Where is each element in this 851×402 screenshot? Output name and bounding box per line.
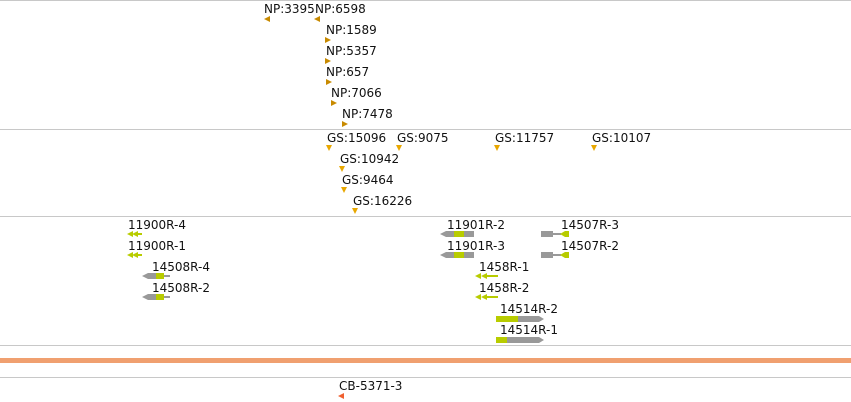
feature-arrow-icon[interactable] [541,252,569,258]
gs-marker-icon[interactable] [326,145,332,151]
gs-marker-icon[interactable] [494,145,500,151]
np-marker-icon[interactable] [326,79,332,85]
track-separator-np-gs [0,129,851,130]
np-marker-icon[interactable] [325,58,331,64]
feature-label[interactable]: 11901R-2 [447,218,505,232]
feature-label[interactable]: 14514R-2 [500,302,558,316]
track-separator-cb [0,377,851,378]
gs-marker-icon[interactable] [339,166,345,172]
np-marker-icon[interactable] [331,100,337,106]
gs-label[interactable]: GS:16226 [353,194,413,208]
feature-label[interactable]: 11900R-4 [128,218,186,232]
feature-arrow-icon[interactable] [475,273,499,279]
feature-arrow-icon[interactable] [142,294,170,300]
gs-marker-icon[interactable] [396,145,402,151]
feature-arrow-icon[interactable] [440,231,474,237]
feature-arrow-icon[interactable] [475,294,499,300]
track-separator-gs-features [0,216,851,217]
feature-arrow-icon[interactable] [541,231,569,237]
gs-label[interactable]: GS:11757 [495,131,555,145]
gs-marker-icon[interactable] [352,208,358,214]
feature-arrow-icon[interactable] [127,252,143,258]
feature-label[interactable]: 14507R-3 [561,218,619,232]
gs-marker-icon[interactable] [591,145,597,151]
np-marker-icon[interactable] [314,16,320,22]
track-separator-top [0,0,851,1]
feature-arrow-icon[interactable] [496,337,544,343]
track-separator-features [0,345,851,346]
np-marker-icon[interactable] [325,37,331,43]
gs-label[interactable]: GS:10107 [592,131,652,145]
np-label[interactable]: NP:7478 [342,107,393,121]
cb-label[interactable]: CB-5371-3 [339,379,403,393]
gs-label[interactable]: GS:10942 [340,152,400,166]
feature-arrow-icon[interactable] [440,252,474,258]
np-label[interactable]: NP:3395 [264,2,315,16]
feature-label[interactable]: 14514R-1 [500,323,558,337]
np-label[interactable]: NP:1589 [326,23,377,37]
feature-label[interactable]: 14507R-2 [561,239,619,253]
np-marker-icon[interactable] [342,121,348,127]
feature-label[interactable]: 1458R-2 [479,281,530,295]
np-label[interactable]: NP:657 [326,65,370,79]
feature-label[interactable]: 14508R-4 [152,260,210,274]
gs-label[interactable]: GS:9464 [342,173,394,187]
feature-arrow-icon[interactable] [496,316,544,322]
gs-label[interactable]: GS:9075 [397,131,449,145]
feature-label[interactable]: 11901R-3 [447,239,505,253]
cb-marker-icon[interactable] [338,393,344,399]
feature-label[interactable]: 14508R-2 [152,281,210,295]
feature-label[interactable]: 11900R-1 [128,239,186,253]
reference-sequence-bar [0,358,851,363]
feature-arrow-icon[interactable] [142,273,170,279]
gs-marker-icon[interactable] [341,187,347,193]
np-label[interactable]: NP:5357 [326,44,377,58]
np-label[interactable]: NP:7066 [331,86,382,100]
np-marker-icon[interactable] [264,16,270,22]
feature-label[interactable]: 1458R-1 [479,260,530,274]
gs-label[interactable]: GS:15096 [327,131,387,145]
np-label[interactable]: NP:6598 [315,2,366,16]
feature-arrow-icon[interactable] [127,231,143,237]
